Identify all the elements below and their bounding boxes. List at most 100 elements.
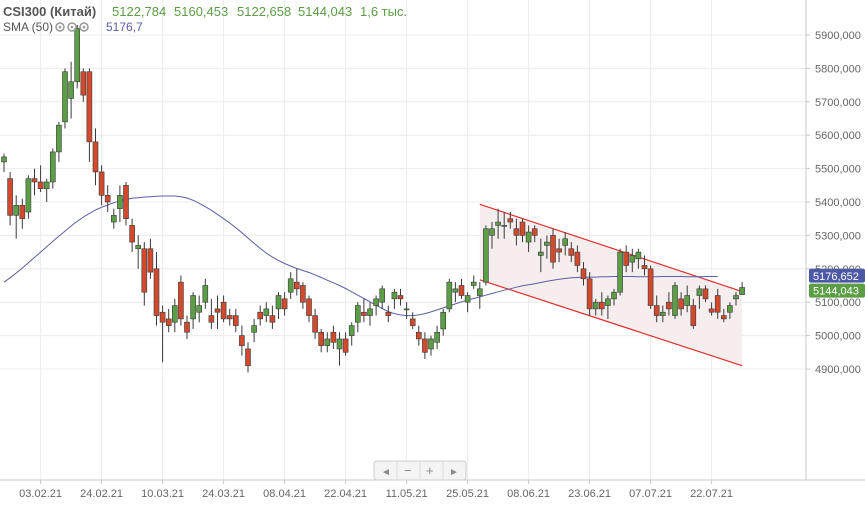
- candle-body: [165, 318, 172, 326]
- candle-body: [580, 268, 587, 280]
- candle: [720, 308, 727, 323]
- candle-body: [440, 311, 447, 330]
- candle-body: [135, 245, 141, 250]
- candle: [623, 245, 630, 273]
- y-tick-labels: 4900,0005000,0005100,0005200,0005300,000…: [806, 30, 861, 376]
- x-tick-label: 08.06.21: [507, 488, 550, 500]
- y-tick-label: 5800,000: [815, 63, 861, 75]
- candle-body: [98, 171, 105, 196]
- candle-body: [312, 315, 318, 333]
- candle-body: [666, 301, 672, 310]
- candle: [617, 248, 623, 296]
- zoom-in-button[interactable]: +: [421, 462, 443, 479]
- candle: [586, 272, 593, 316]
- candle-body: [470, 281, 477, 286]
- candle-body: [672, 285, 678, 316]
- candle: [397, 288, 404, 306]
- candle-body: [537, 251, 544, 256]
- candle: [495, 208, 501, 239]
- y-tick-label: 5500,000: [815, 164, 861, 176]
- candle: [422, 332, 428, 359]
- candle: [666, 292, 672, 316]
- candle-body: [720, 315, 727, 320]
- zoom-out-button[interactable]: −: [398, 462, 420, 479]
- candle: [306, 295, 312, 323]
- candle: [257, 305, 264, 326]
- candle-body: [196, 305, 202, 313]
- candle-body: [562, 238, 569, 246]
- candle: [696, 285, 703, 309]
- candle-body: [43, 181, 50, 189]
- candle-body: [245, 348, 251, 366]
- candle: [184, 315, 190, 339]
- candle-body: [568, 248, 575, 256]
- candle-body: [111, 215, 117, 223]
- scroll-right-button[interactable]: ►: [444, 462, 465, 479]
- candle-body: [623, 251, 630, 266]
- candle-body: [422, 338, 428, 353]
- candle: [385, 305, 392, 323]
- candle: [178, 275, 184, 326]
- candle: [629, 248, 636, 273]
- candle: [348, 322, 355, 346]
- candle: [678, 292, 684, 316]
- y-tick-label: 5900,000: [815, 30, 861, 42]
- candle-body: [708, 308, 715, 313]
- candle: [43, 178, 50, 202]
- candle-body: [7, 178, 13, 216]
- candle-body: [1, 156, 7, 163]
- candle-body: [86, 71, 93, 143]
- candle: [489, 222, 495, 249]
- candle-body: [287, 278, 294, 293]
- candle-body: [409, 318, 416, 326]
- candle: [123, 181, 129, 226]
- x-tick-label: 22.07.21: [690, 488, 733, 500]
- y-tick-label: 5300,000: [815, 230, 861, 242]
- candle-body: [452, 288, 459, 293]
- candle: [653, 295, 660, 323]
- candle-body: [117, 195, 123, 209]
- chart-header: CSI300 (Китай) 5122,784 5160,453 5122,65…: [3, 4, 407, 34]
- candle: [226, 308, 233, 326]
- candle-body: [275, 295, 282, 310]
- candle: [470, 275, 477, 289]
- candle: [452, 282, 459, 303]
- candle: [409, 312, 416, 329]
- y-tick-label: 5100,000: [815, 297, 861, 309]
- x-tick-labels: 03.02.21 24.02.21 10.03.21 24.03.21 08.04.21…: [19, 480, 733, 500]
- indicator-settings-icon[interactable]: [55, 22, 65, 32]
- candle-body: [446, 281, 453, 310]
- candle: [568, 242, 575, 263]
- candle: [391, 288, 398, 309]
- candle-body: [361, 311, 367, 316]
- candle: [714, 288, 721, 319]
- candle: [415, 325, 422, 346]
- candle: [74, 24, 80, 89]
- candle-body: [68, 81, 74, 99]
- chart-navigation: ◄ − + ►: [373, 460, 467, 481]
- candle-body: [74, 28, 80, 83]
- candle-body: [513, 228, 520, 236]
- indicator-remove-icon[interactable]: [79, 22, 89, 32]
- candle-body: [251, 325, 257, 333]
- candle-body: [641, 265, 648, 270]
- candle: [62, 68, 68, 129]
- candle: [367, 302, 373, 326]
- candle-body: [172, 305, 178, 323]
- y-tick-label: 5600,000: [815, 130, 861, 142]
- candle: [281, 292, 288, 316]
- candle-body: [696, 288, 703, 296]
- candle: [440, 308, 447, 336]
- candle: [513, 218, 520, 246]
- candle-body: [129, 225, 135, 243]
- ohlc-close: 5144,043: [298, 4, 352, 19]
- candle-body: [342, 338, 349, 353]
- indicator-visibility-icon[interactable]: [67, 22, 77, 32]
- scroll-left-button[interactable]: ◄: [375, 462, 397, 479]
- candle-body: [92, 141, 99, 173]
- volume-value: 1,6 тыс.: [360, 4, 407, 19]
- candle-body: [403, 308, 410, 311]
- candle: [1, 153, 7, 172]
